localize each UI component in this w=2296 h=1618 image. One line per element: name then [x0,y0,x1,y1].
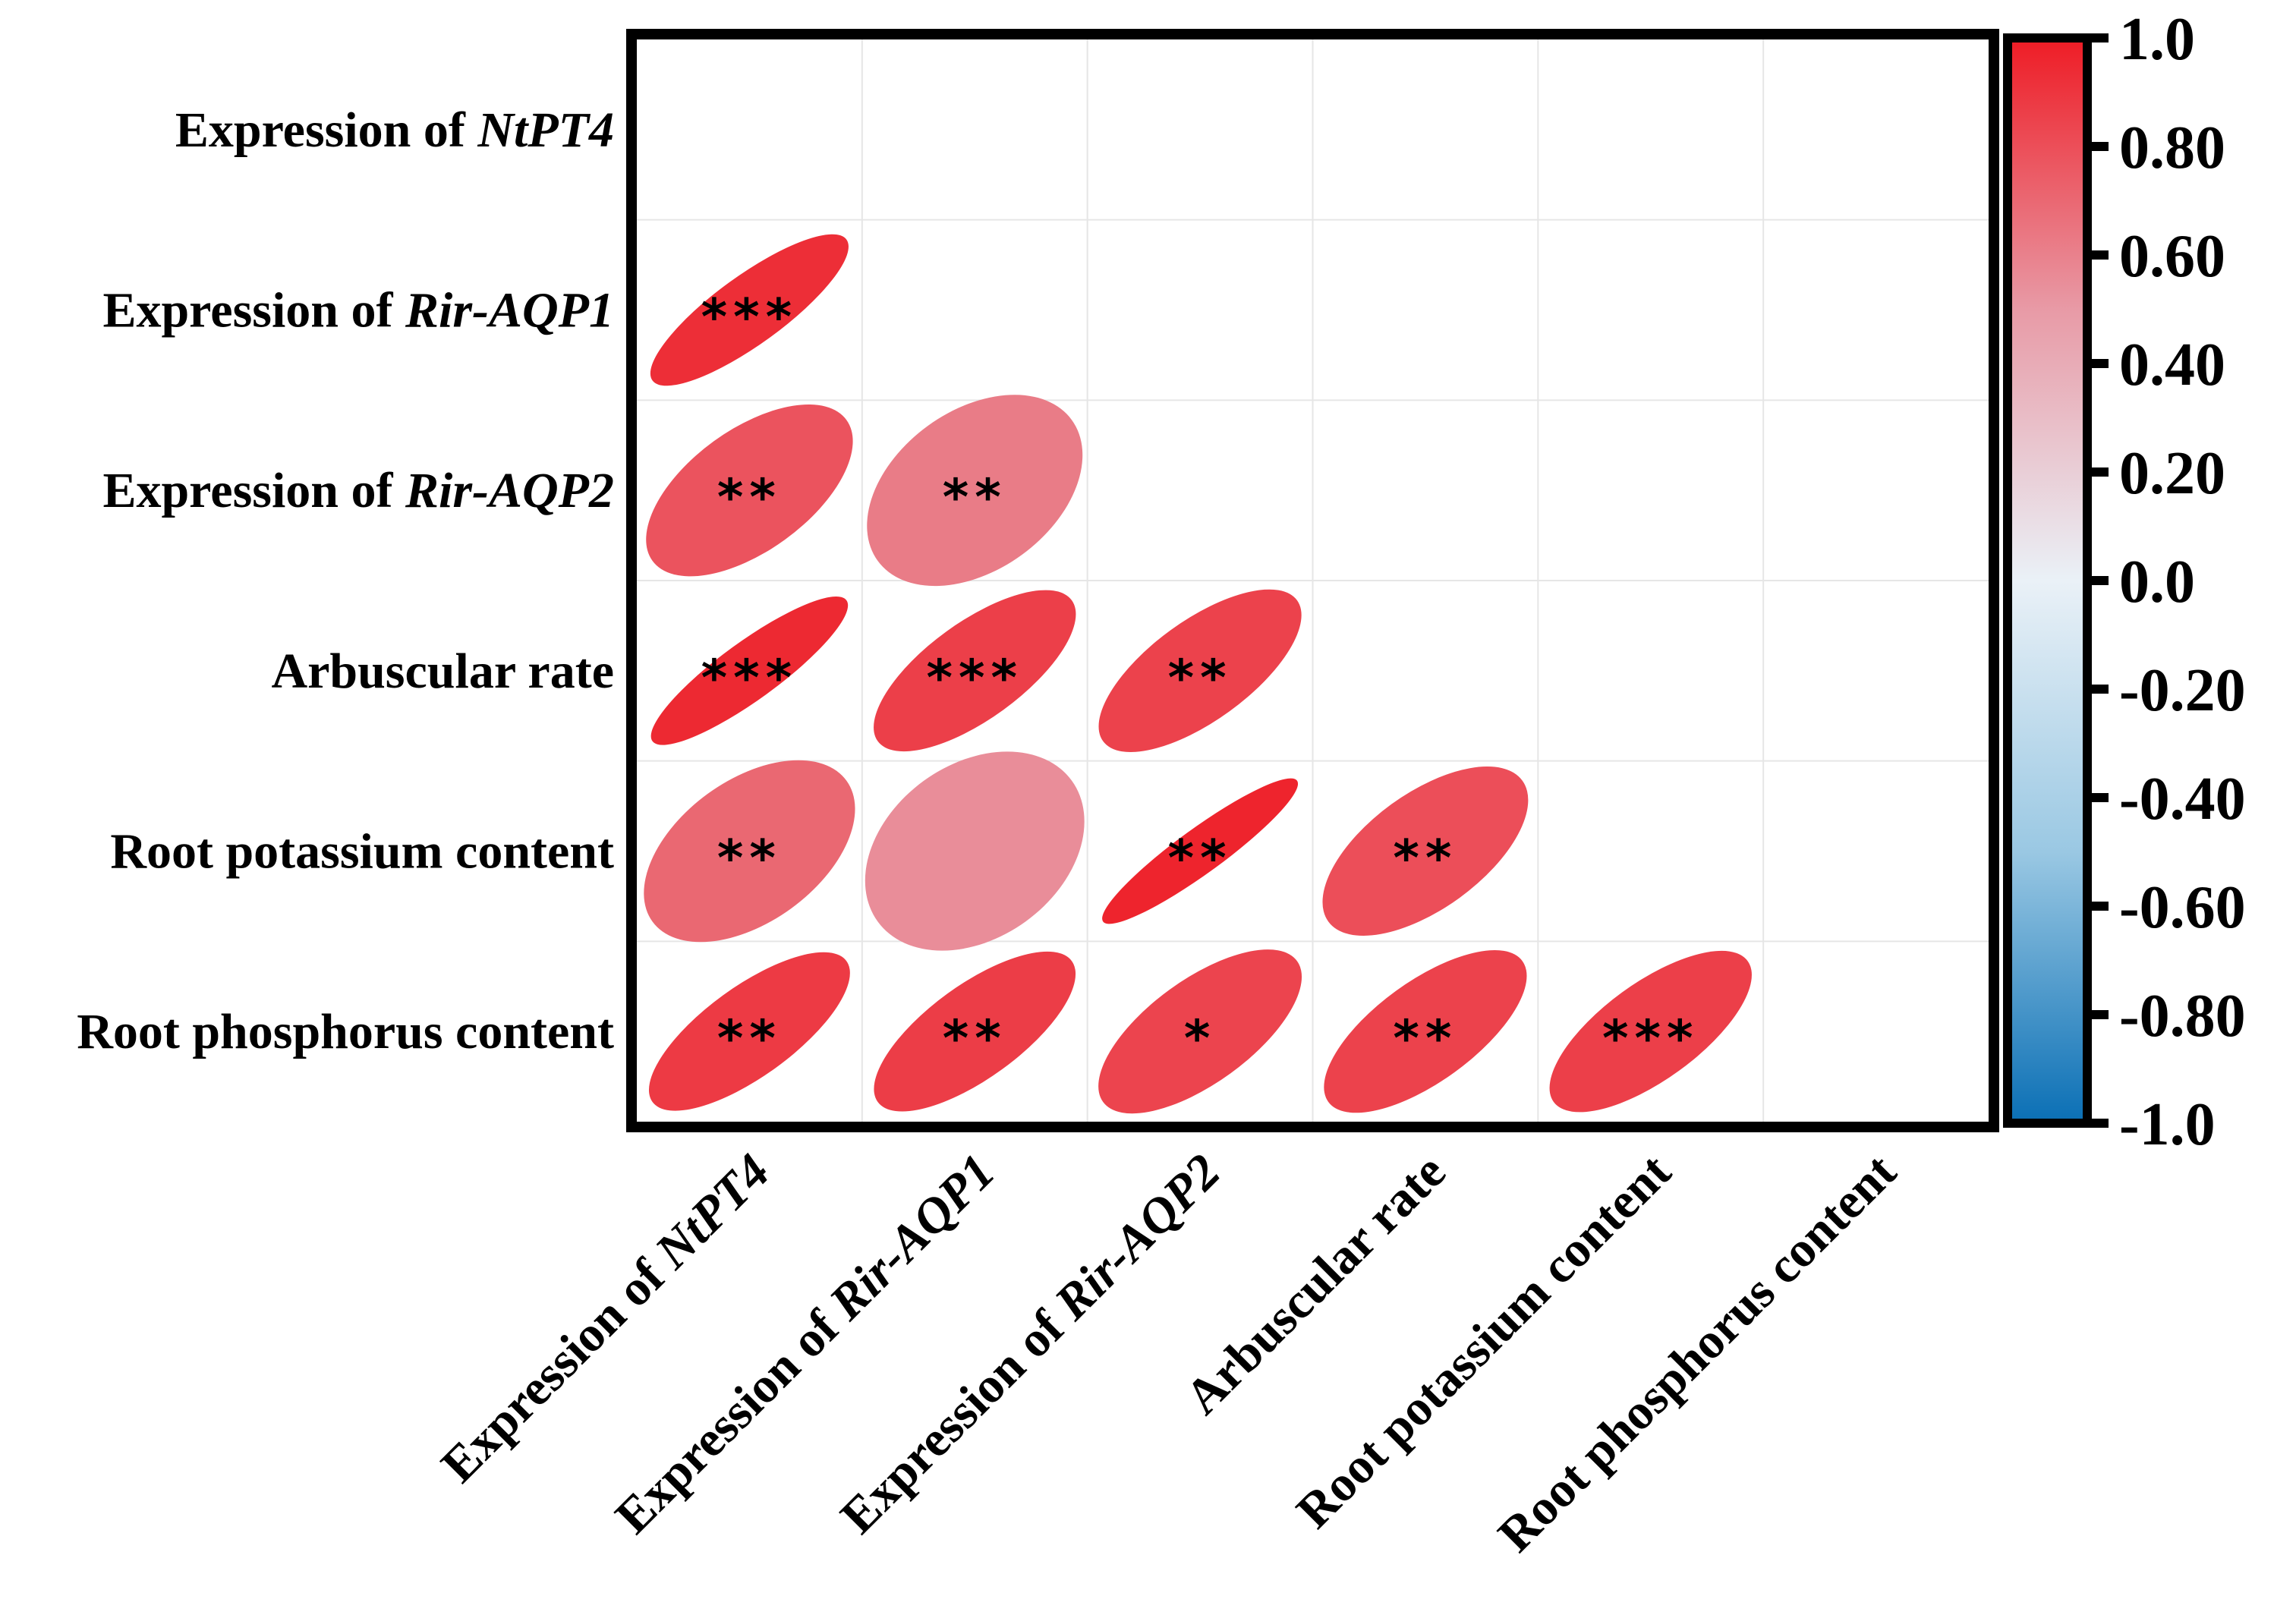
x-tick-label: Expression of Rir-AQP1 [605,1144,1006,1544]
x-tick-label: Root phosphorus content [1488,1144,1907,1563]
plot-frame [626,29,1999,1132]
significance-label: ** [1168,829,1233,888]
correlation-ellipse [1322,767,1529,936]
significance-label: ** [717,468,782,527]
colorbar-gradient [2003,33,2092,1128]
correlation-ellipse [874,951,1076,1112]
correlation-ellipse [650,234,849,386]
significance-label: ** [943,468,1007,527]
colorbar-tick-label: -0.40 [2119,766,2246,833]
correlation-ellipse [650,596,849,745]
correlation-ellipse [1098,589,1302,752]
y-tick-label: Expression of NtPT4 [175,102,614,158]
significance-label: ** [717,1009,782,1068]
y-tick-label: Arbuscular rate [271,644,614,699]
grid-lines [637,39,1989,1122]
colorbar-tick-label: -0.60 [2119,874,2246,941]
correlation-ellipse [867,395,1083,587]
significance-marks: ***** ***** *** **** ** **** ** * ** *** [701,288,1699,1069]
colorbar-tick-label: 1.0 [2119,6,2195,73]
x-tick-label: Root potassium content [1286,1144,1681,1539]
y-tick-label: Root phosphorus content [77,1004,614,1059]
colorbar-tick-label: -1.0 [2119,1091,2216,1158]
correlation-ellipse [1102,778,1299,924]
correlation-ellipse [648,952,850,1111]
significance-label: ** [1393,1009,1457,1068]
colorbar-ticks: 1.0 0.80 0.60 0.40 0.20 0.0 -0.20 -0.40 -0.60 -0.… [2087,6,2246,1158]
significance-label: * [1184,1009,1217,1068]
correlation-ellipse [1098,949,1302,1114]
x-tick-label: Expression of Rir-AQP2 [830,1144,1231,1544]
colorbar: 1.0 0.80 0.60 0.40 0.20 0.0 -0.20 -0.40 -0.60 -0.… [2003,6,2246,1158]
colorbar-tick-label: 0.80 [2119,115,2225,181]
colorbar-tick-label: -0.80 [2119,983,2246,1050]
correlation-ellipse [1324,950,1527,1113]
significance-label: ** [1393,829,1457,888]
correlation-ellipse [874,590,1076,752]
correlation-ellipse [1549,950,1752,1113]
colorbar-tick-label: -0.20 [2119,657,2246,724]
correlation-ellipse [646,404,853,577]
significance-label: *** [926,649,1023,707]
colorbar-tick-label: 0.20 [2119,440,2225,507]
colorbar-tick-label: 0.60 [2119,223,2225,290]
significance-label: *** [701,288,798,347]
significance-label: ** [1168,649,1233,707]
significance-label: ** [943,1009,1007,1068]
significance-label: ** [717,829,782,888]
y-axis-labels: Expression of NtPT4 Expression of Rir-AQP… [77,102,614,1059]
correlation-ellipse [865,751,1085,951]
colorbar-tick-label: 0.0 [2119,549,2195,615]
colorbar-tick-label: 0.40 [2119,332,2225,398]
correlation-ellipse [644,760,855,943]
y-tick-label: Expression of Rir-AQP1 [102,283,614,338]
y-tick-label: Expression of Rir-AQP2 [102,463,614,518]
significance-label: *** [701,649,798,707]
correlation-ellipses [644,234,1752,1114]
y-tick-label: Root potassium content [110,824,614,880]
significance-label: *** [1602,1009,1699,1068]
